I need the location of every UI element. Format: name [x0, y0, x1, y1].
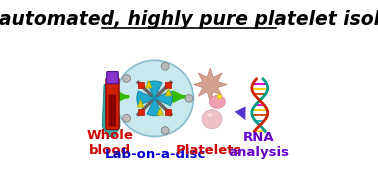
Polygon shape [194, 68, 227, 101]
Circle shape [123, 75, 130, 82]
Circle shape [202, 110, 222, 129]
Text: Fully automated, highly pure platelet isolation: Fully automated, highly pure platelet is… [0, 10, 378, 29]
Circle shape [116, 60, 194, 137]
Polygon shape [102, 84, 120, 137]
Text: Whole
blood: Whole blood [87, 129, 134, 157]
FancyBboxPatch shape [107, 71, 118, 84]
Text: Platelets: Platelets [175, 144, 242, 157]
Circle shape [217, 95, 222, 99]
Circle shape [185, 95, 193, 102]
FancyBboxPatch shape [138, 82, 144, 88]
FancyBboxPatch shape [138, 109, 144, 115]
FancyBboxPatch shape [106, 78, 119, 130]
Ellipse shape [208, 113, 212, 116]
Wedge shape [137, 91, 155, 106]
Circle shape [161, 62, 169, 70]
Wedge shape [147, 81, 162, 98]
Wedge shape [155, 91, 172, 106]
Text: Lab-on-a-disc: Lab-on-a-disc [105, 148, 206, 161]
Text: RNA
analysis: RNA analysis [228, 131, 290, 159]
Polygon shape [138, 100, 144, 107]
Circle shape [161, 127, 169, 134]
Polygon shape [146, 80, 152, 88]
FancyBboxPatch shape [165, 109, 171, 115]
Polygon shape [157, 108, 163, 115]
Circle shape [147, 91, 163, 106]
Ellipse shape [209, 95, 225, 108]
Circle shape [123, 114, 130, 122]
Wedge shape [147, 98, 162, 116]
FancyBboxPatch shape [165, 82, 171, 88]
FancyBboxPatch shape [109, 95, 116, 126]
Polygon shape [165, 88, 172, 96]
